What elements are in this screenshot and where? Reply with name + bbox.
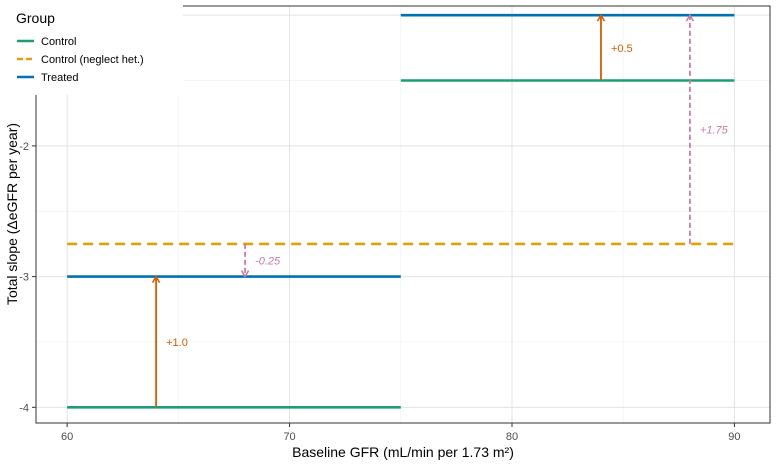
- x-tick-label: 70: [283, 431, 295, 443]
- y-tick-label: -4: [19, 402, 29, 414]
- legend-items: Control Control (neglect het.) Treated: [17, 36, 144, 84]
- legend-background: [8, 2, 183, 95]
- difference-arrow-head: [151, 275, 161, 283]
- x-tick-label: 60: [61, 431, 73, 443]
- legend-title: Group: [16, 10, 55, 26]
- x-axis-label: Baseline GFR (mL/min per 1.73 m²): [292, 444, 514, 460]
- y-axis-label: Total slope (ΔeGFR per year): [4, 123, 20, 305]
- y-tick-label: -3: [19, 272, 29, 284]
- difference-arrow-head: [240, 270, 250, 279]
- difference-label: +0.5: [611, 43, 633, 55]
- x-axis-ticks: 60 70 80 90: [61, 423, 741, 443]
- chart-arrows: +1.0 +0.5 -0.25 +1.75: [151, 13, 729, 408]
- legend-label: Control (neglect het.): [41, 54, 144, 66]
- difference-arrow-head: [685, 13, 695, 22]
- legend-label: Treated: [41, 72, 79, 84]
- legend: Group Control Control (neglect het.) Treat…: [8, 2, 183, 95]
- difference-label: +1.75: [700, 125, 729, 137]
- y-tick-label: -2: [19, 141, 29, 153]
- difference-label: -0.25: [255, 255, 281, 267]
- x-tick-label: 80: [506, 431, 518, 443]
- difference-label: +1.0: [166, 337, 188, 349]
- chart-marks: [67, 13, 735, 409]
- difference-arrow-head: [596, 13, 606, 22]
- legend-label: Control: [41, 36, 76, 48]
- plot-border: [35, 5, 771, 424]
- x-tick-label: 90: [728, 431, 740, 443]
